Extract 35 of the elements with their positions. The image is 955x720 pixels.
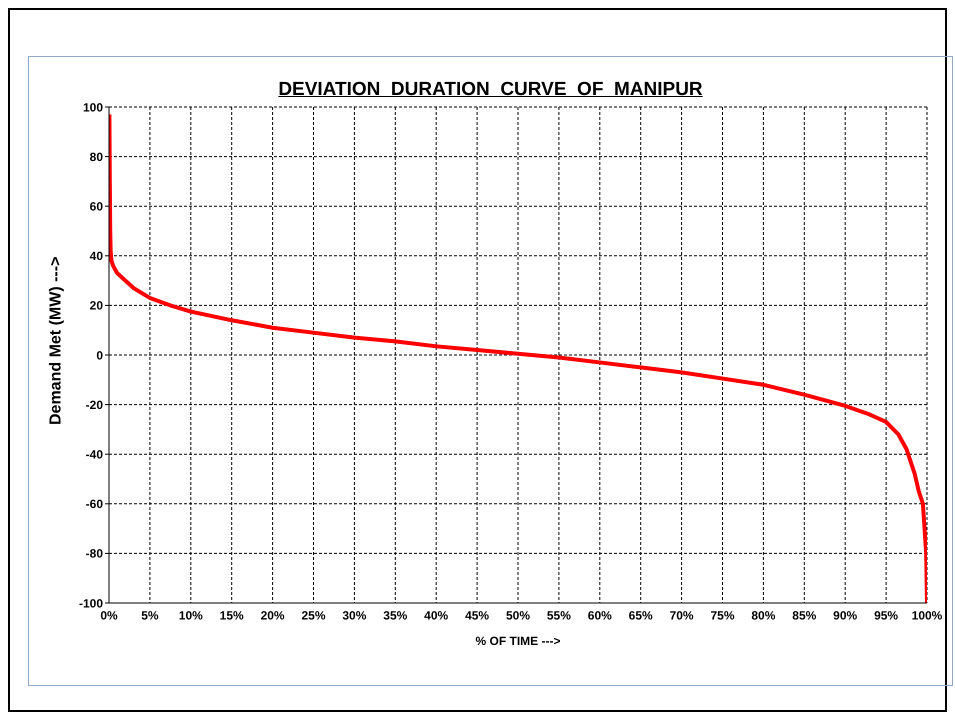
- y-tick-label: 60: [90, 199, 104, 214]
- x-tick-label: 5%: [141, 608, 159, 623]
- y-tick-label: 20: [90, 298, 104, 313]
- y-tick-label: 40: [90, 249, 104, 264]
- y-tick-label: 100: [82, 100, 104, 114]
- x-tick-label: 40%: [424, 608, 449, 623]
- chart-title: DEVIATION DURATION CURVE OF MANIPUR: [277, 79, 704, 101]
- x-axis-title: % OF TIME --->: [476, 634, 560, 648]
- y-tick-label: -100: [78, 596, 104, 610]
- x-tick-label: 30%: [342, 608, 367, 623]
- x-tick-label: 75%: [710, 608, 735, 623]
- x-tick-label: 45%: [465, 608, 490, 623]
- x-tick-label: 90%: [833, 608, 858, 623]
- x-tick-label: 55%: [546, 608, 572, 623]
- x-tick-label: 80%: [751, 608, 776, 623]
- y-tick-label: -20: [86, 398, 104, 412]
- x-tick-label: 50%: [506, 608, 530, 623]
- y-tick-label: 0: [96, 348, 104, 362]
- y-tick-label: -40: [86, 447, 104, 462]
- y-tick-label: 80: [90, 150, 104, 164]
- x-tick-label: 85%: [792, 608, 817, 623]
- y-tick-label: -80: [86, 546, 104, 561]
- x-tick-label: 15%: [220, 608, 244, 623]
- y-tick-label: -60: [86, 497, 104, 512]
- x-tick-label: 10%: [178, 608, 204, 623]
- x-tick-label: 0%: [100, 608, 118, 623]
- x-tick-label: 95%: [874, 608, 898, 623]
- x-tick-label: 60%: [588, 608, 612, 623]
- x-tick-label: 25%: [301, 608, 326, 623]
- x-tick-label: 70%: [670, 608, 694, 623]
- x-tick-label: 100%: [912, 608, 943, 623]
- x-tick-label: 65%: [628, 608, 654, 623]
- x-tick-label: 35%: [383, 608, 408, 623]
- x-tick-label: 20%: [260, 608, 285, 623]
- y-axis-title: Demand Met (MW) --->: [48, 256, 65, 425]
